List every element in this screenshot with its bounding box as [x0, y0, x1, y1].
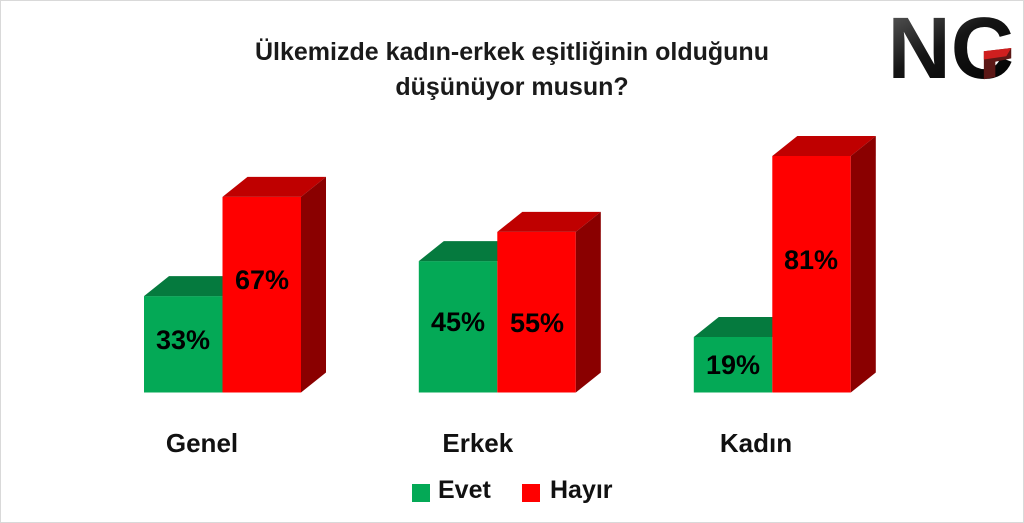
svg-text:81%: 81%	[784, 245, 838, 275]
svg-text:67%: 67%	[235, 265, 289, 295]
svg-text:19%: 19%	[706, 350, 760, 380]
svg-text:45%: 45%	[431, 307, 485, 337]
svg-text:55%: 55%	[510, 308, 564, 338]
svg-text:33%: 33%	[156, 325, 210, 355]
